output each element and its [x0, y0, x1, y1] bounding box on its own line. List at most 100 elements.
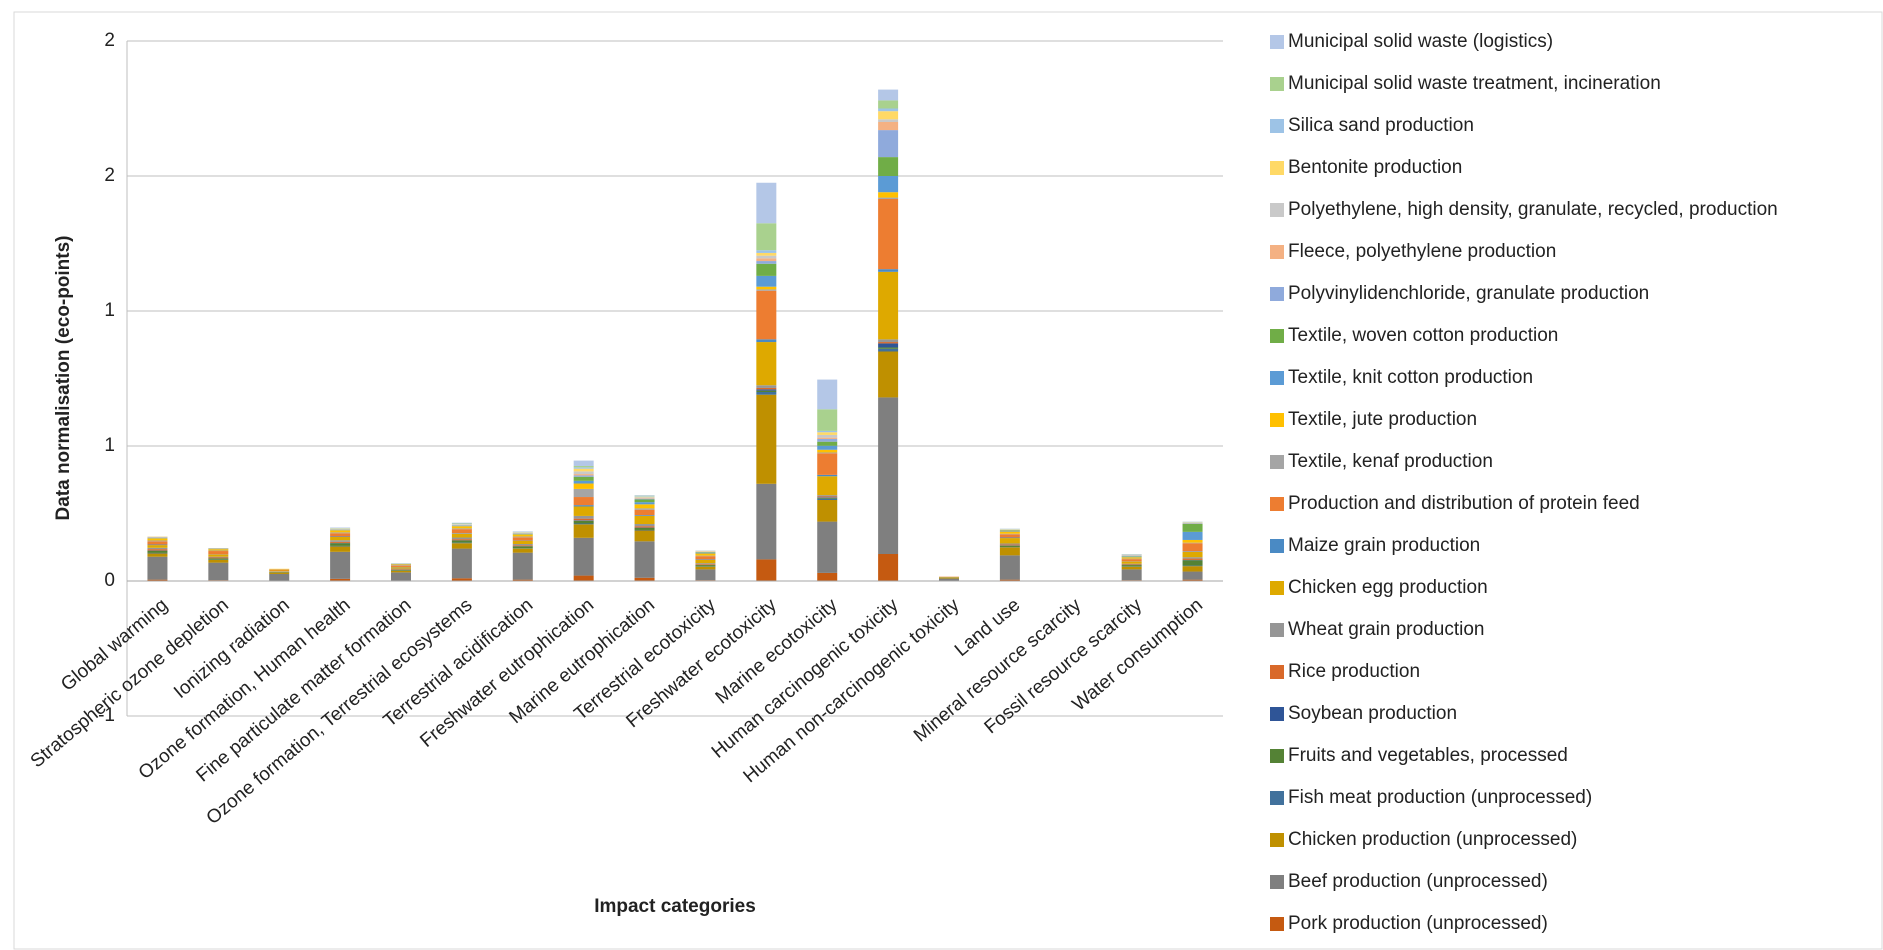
- legend-swatch: [1270, 665, 1284, 679]
- bar-segment: [634, 499, 655, 503]
- bar-segment: [878, 192, 899, 198]
- bar-segment: [878, 157, 899, 176]
- bar-segment: [269, 571, 290, 572]
- bar-segment: [1182, 523, 1203, 532]
- bar-segment: [147, 540, 168, 542]
- bar-segment: [147, 538, 168, 541]
- legend-swatch: [1270, 287, 1284, 301]
- legend-swatch: [1270, 497, 1284, 511]
- bar-segment: [330, 541, 351, 543]
- y-tick-label: 2: [104, 30, 115, 51]
- bar-segment: [573, 474, 594, 476]
- bar-segment: [817, 379, 838, 410]
- bar-segment: [756, 389, 777, 391]
- bar-segment: [878, 351, 899, 398]
- bar-segment: [695, 563, 716, 565]
- legend-swatch: [1270, 875, 1284, 889]
- bar-segment: [1182, 539, 1203, 543]
- bar-segment: [391, 567, 411, 569]
- bar-segment: [573, 465, 594, 468]
- bar-segment: [147, 552, 168, 554]
- bar-segment: [1121, 563, 1142, 565]
- bar-segment: [756, 275, 777, 287]
- bar-segment: [330, 533, 351, 537]
- bar-segment: [573, 460, 594, 466]
- bar-segment: [147, 544, 168, 546]
- bar-segment: [1182, 531, 1203, 540]
- bar-segment: [1121, 561, 1142, 564]
- bar-segment: [999, 555, 1020, 580]
- legend-label: Polyethylene, high density, granulate, r…: [1288, 199, 1778, 220]
- bar-segment: [1121, 559, 1142, 562]
- legend-swatch: [1270, 35, 1284, 49]
- bar-segment: [817, 437, 838, 439]
- bar-segment: [999, 538, 1020, 544]
- bar-segment: [147, 550, 168, 553]
- bar-segment: [573, 483, 594, 489]
- bar-segment: [330, 540, 351, 542]
- bar-segment: [999, 533, 1020, 535]
- bar-segment: [695, 564, 716, 566]
- bar-segment: [756, 290, 777, 340]
- bar-segment: [817, 449, 838, 453]
- bar-segment: [451, 533, 472, 538]
- bar-segment: [147, 537, 168, 538]
- bar-segment: [817, 498, 838, 500]
- bar-segment: [451, 528, 472, 530]
- bar-segment: [756, 394, 777, 484]
- legend-swatch: [1270, 917, 1284, 931]
- bar-segment: [756, 182, 777, 224]
- bar-segment: [817, 497, 838, 499]
- bar-segment: [756, 387, 777, 390]
- bar-segment: [512, 552, 533, 580]
- bar-segment: [817, 453, 838, 475]
- legend-label: Pork production (unprocessed): [1288, 913, 1548, 934]
- bar-segment: [634, 509, 655, 516]
- bar-segment: [1121, 569, 1142, 581]
- bar-segment: [1182, 542, 1203, 544]
- legend-label: Soybean production: [1288, 703, 1457, 724]
- bar-segment: [573, 488, 594, 498]
- legend-label: Wheat grain production: [1288, 619, 1484, 640]
- bar-segment: [695, 552, 716, 553]
- bar-segment: [634, 502, 655, 505]
- bar-segment: [695, 555, 716, 557]
- bar-segment: [878, 554, 899, 581]
- bar-segment: [695, 551, 716, 553]
- bar-segment: [634, 498, 655, 500]
- bar-segment: [451, 540, 472, 543]
- bar-segment: [512, 534, 533, 537]
- bar-segment: [269, 572, 290, 573]
- bar-segment: [878, 397, 899, 554]
- bar-segment: [1182, 571, 1203, 580]
- bar-segment: [878, 269, 899, 272]
- bar-segment: [147, 541, 168, 545]
- bar-segment: [695, 559, 716, 560]
- bar-segment: [330, 536, 351, 541]
- y-tick-label: 1: [104, 300, 115, 321]
- bar-segment: [1182, 565, 1203, 567]
- bar-segment: [999, 531, 1020, 532]
- bar-segment: [817, 438, 838, 442]
- bar-segment: [634, 508, 655, 510]
- bar-segment: [573, 476, 594, 481]
- bar-segment: [756, 390, 777, 392]
- bar-segment: [878, 339, 899, 343]
- bar-segment: [878, 119, 899, 122]
- bar-segment: [695, 569, 716, 581]
- legend-swatch: [1270, 455, 1284, 469]
- bar-segment: [878, 343, 899, 348]
- legend-swatch: [1270, 539, 1284, 553]
- bar-segment: [208, 562, 229, 581]
- y-axis-title: Data normalisation (eco-points): [53, 235, 74, 520]
- bar-segment: [878, 111, 899, 120]
- bar-segment: [391, 564, 411, 566]
- legend-label: Maize grain production: [1288, 535, 1480, 556]
- bar-segment: [573, 524, 594, 538]
- legend-swatch: [1270, 623, 1284, 637]
- bar-segment: [147, 553, 168, 557]
- bar-segment: [512, 533, 533, 534]
- bar-segment: [147, 547, 168, 550]
- bar-segment: [330, 543, 351, 546]
- bar-segment: [391, 565, 411, 567]
